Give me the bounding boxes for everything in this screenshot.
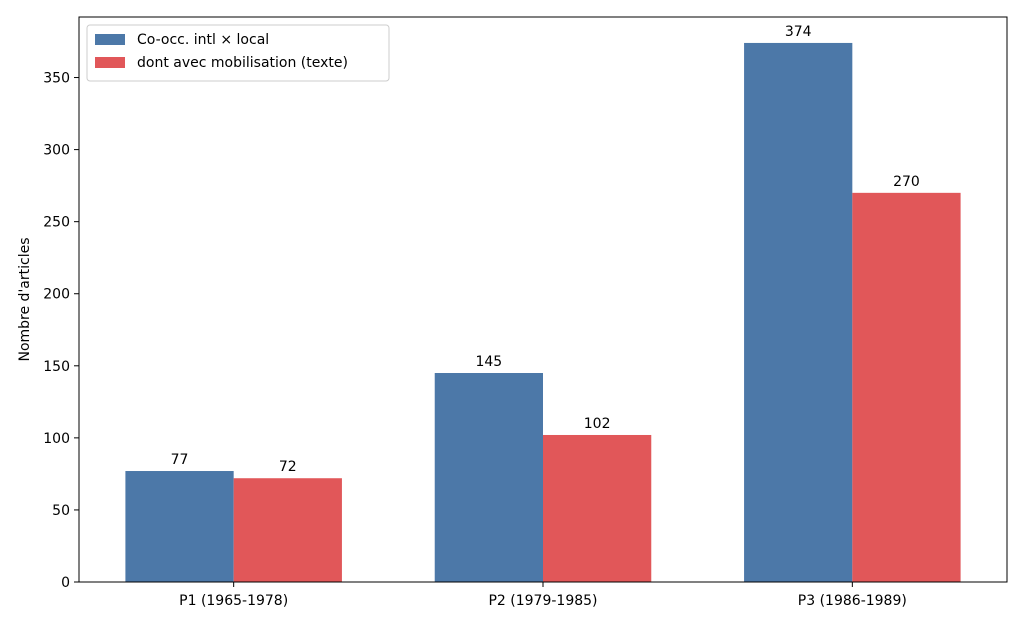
legend-box — [86, 24, 390, 82]
y-tick-label: 0 — [61, 575, 70, 591]
y-tick-label: 200 — [43, 287, 70, 303]
y-tick-label: 100 — [43, 431, 70, 447]
bar-1-1 — [125, 471, 234, 582]
legend-swatch-2 — [95, 57, 125, 68]
x-tick-label: P3 (1986-1989) — [798, 593, 907, 609]
data-label-2-2: 102 — [584, 416, 611, 432]
y-axis: 0 50 100 150 200 250 300 350 — [43, 71, 79, 591]
x-axis: P1 (1965-1978) P2 (1979-1985) P3 (1986-198… — [179, 582, 907, 609]
data-label-1-1: 77 — [171, 452, 189, 468]
bar-2-3 — [852, 192, 961, 582]
y-tick-label: 250 — [43, 215, 70, 231]
data-label-1-2: 145 — [475, 354, 502, 370]
x-tick-label: P1 (1965-1978) — [179, 593, 288, 609]
x-tick-label: P2 (1979-1985) — [488, 593, 597, 609]
y-tick-label: 300 — [43, 143, 70, 159]
y-tick-label: 50 — [52, 503, 70, 519]
bar-2-1 — [233, 478, 342, 582]
legend-label-2: dont avec mobilisation (texte) — [137, 55, 348, 71]
y-tick-label: 350 — [43, 71, 70, 87]
legend-label-1: Co-occ. intl × local — [137, 32, 269, 48]
plot-frame — [78, 16, 1008, 583]
legend: Co-occ. intl × local dont avec mobilisati… — [86, 24, 390, 82]
legend-swatch-1 — [95, 34, 125, 45]
data-labels-group: 77 145 374 72 102 270 — [171, 24, 920, 475]
data-label-2-3: 270 — [893, 174, 920, 190]
data-label-2-1: 72 — [279, 459, 297, 475]
bar-1-3 — [744, 42, 853, 583]
bar-2-2 — [543, 434, 652, 582]
y-axis-label: Nombre d'articles — [17, 237, 33, 361]
y-tick-label: 150 — [43, 359, 70, 375]
bars-group — [125, 42, 961, 583]
bar-1-2 — [434, 373, 543, 582]
data-label-1-3: 374 — [785, 24, 812, 40]
